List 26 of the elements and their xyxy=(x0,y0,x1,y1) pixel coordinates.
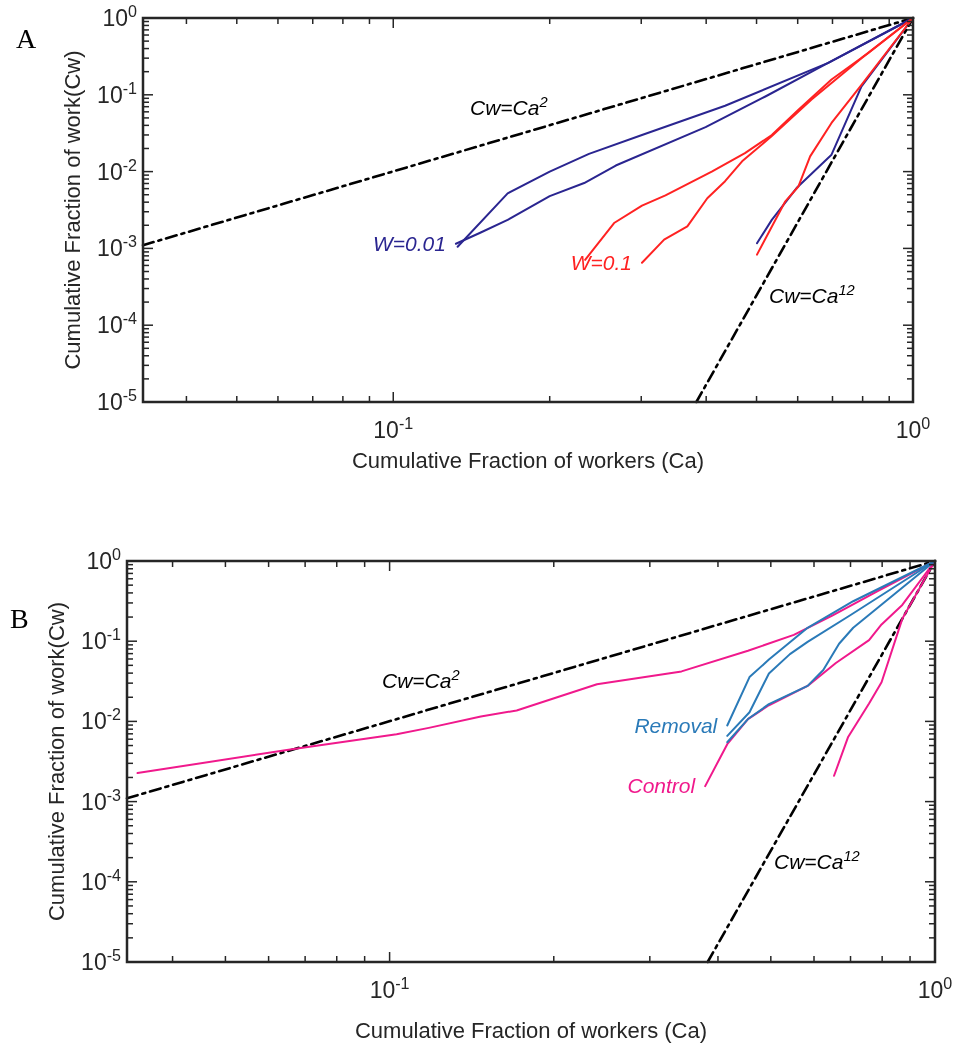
series-label: Removal xyxy=(634,713,719,737)
series-label: Control xyxy=(627,774,697,798)
y-tick-label: 10$^{-1}$ xyxy=(97,78,138,108)
x-axis-title: Cumulative Fraction of workers (Ca) xyxy=(354,1018,708,1043)
text: B xyxy=(10,603,29,634)
y-tick-label: 10$^{0}$ xyxy=(86,545,122,575)
y-axis-title: Cumulative Fraction of work(Cw) xyxy=(44,601,69,922)
y-tick-label: 10$^{-5}$ xyxy=(97,386,138,416)
y-tick-label: 10$^{-1}$ xyxy=(81,625,122,655)
series-label: W=0.1 xyxy=(570,251,632,275)
annotation: Cw=Ca$^{2}$ xyxy=(470,94,548,120)
y-tick-label: 10$^{-5}$ xyxy=(81,946,122,976)
annotation: Cw=Ca$^{2}$ xyxy=(382,667,460,693)
y-axis-title: Cumulative Fraction of work(Cw) xyxy=(60,50,85,370)
annotation: Cw=Ca$^{12}$ xyxy=(774,848,860,874)
y-tick-label: 10$^{0}$ xyxy=(102,2,138,32)
annotation: Cw=Ca$^{12}$ xyxy=(769,282,855,308)
y-tick-label: 10$^{-2}$ xyxy=(81,705,122,735)
chart-title: A xyxy=(16,23,37,54)
y-tick-label: 10$^{-3}$ xyxy=(81,785,122,815)
series-label: W=0.01 xyxy=(372,232,446,256)
y-tick-label: 10$^{-4}$ xyxy=(97,309,138,339)
y-tick-label: 10$^{-3}$ xyxy=(97,232,138,262)
y-tick-label: 10$^{-4}$ xyxy=(81,865,122,895)
y-tick-label: 10$^{-2}$ xyxy=(97,155,138,185)
x-axis-title: Cumulative Fraction of workers (Ca) xyxy=(351,448,705,473)
